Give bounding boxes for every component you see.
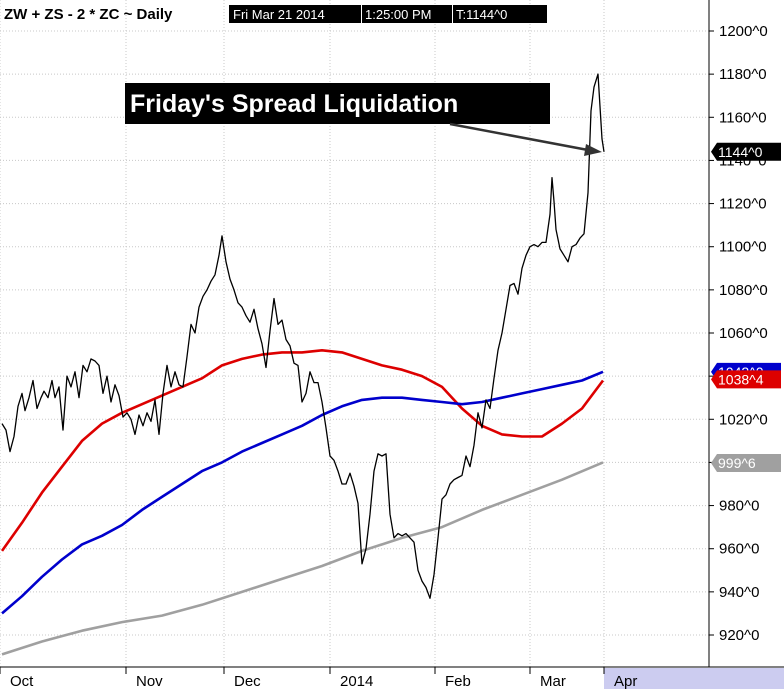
- annotation-text: Friday's Spread Liquidation: [130, 90, 458, 118]
- value-badge: 1038^4: [711, 370, 781, 389]
- value-badge: 999^6: [711, 453, 781, 472]
- date-box: [229, 5, 361, 23]
- y-tick-label: 1060^0: [719, 325, 768, 342]
- x-tick-label: Mar: [540, 673, 566, 689]
- chart-title: ZW + ZS - 2 * ZC ~ Daily: [4, 6, 173, 23]
- annotation-arrow-line: [449, 122, 589, 152]
- value-badge-bg: [711, 370, 781, 389]
- y-tick-label: 1160^0: [719, 109, 767, 126]
- price-line: [1, 73, 605, 599]
- value-badge-label: 999^6: [718, 455, 756, 471]
- value-badge-label: 1144^0: [718, 144, 763, 160]
- ma-red-line: [0, 348, 605, 552]
- y-tick-label: 1180^0: [719, 66, 767, 83]
- header-time: 1:25:00 PM: [365, 7, 432, 22]
- y-tick-label: 940^0: [719, 584, 759, 601]
- x-tick-label: Apr: [614, 673, 637, 689]
- y-tick-label: 1100^0: [719, 239, 767, 256]
- ma-blue-line: [1, 370, 604, 615]
- x-tick-label: Oct: [10, 673, 34, 689]
- value-badge: 1144^0: [711, 142, 781, 161]
- x-axis-future-band: [604, 668, 784, 689]
- y-tick-label: 1120^0: [719, 196, 767, 213]
- x-tick-label: Dec: [234, 673, 261, 689]
- x-tick-label: Feb: [445, 673, 471, 689]
- value-badge-bg: [711, 142, 781, 161]
- header-date: Fri Mar 21 2014: [233, 7, 325, 22]
- y-tick-label: 960^0: [719, 541, 759, 558]
- y-tick-label: 1080^0: [719, 282, 768, 299]
- last-box: [453, 5, 547, 23]
- y-tick-label: 1020^0: [719, 411, 768, 428]
- ma-gray-line: [1, 461, 604, 656]
- annotation-box: [125, 83, 550, 124]
- y-tick-label: 980^0: [719, 498, 759, 515]
- header-last: T:1144^0: [456, 7, 507, 22]
- y-tick-label: 1200^0: [719, 23, 768, 40]
- x-tick-label: 2014: [340, 673, 373, 689]
- series-layer: [0, 73, 605, 656]
- value-badge-label: 1038^4: [718, 371, 764, 387]
- x-tick-label: Nov: [136, 673, 163, 689]
- y-tick-label: 920^0: [719, 627, 759, 644]
- value-badge-bg: [711, 453, 781, 472]
- time-box: [362, 5, 452, 23]
- x-axis-labels: Oct Nov Dec 2014 Feb Mar Apr: [0, 666, 784, 689]
- annotation-arrowhead: [584, 144, 602, 156]
- x-axis-band: [0, 668, 784, 689]
